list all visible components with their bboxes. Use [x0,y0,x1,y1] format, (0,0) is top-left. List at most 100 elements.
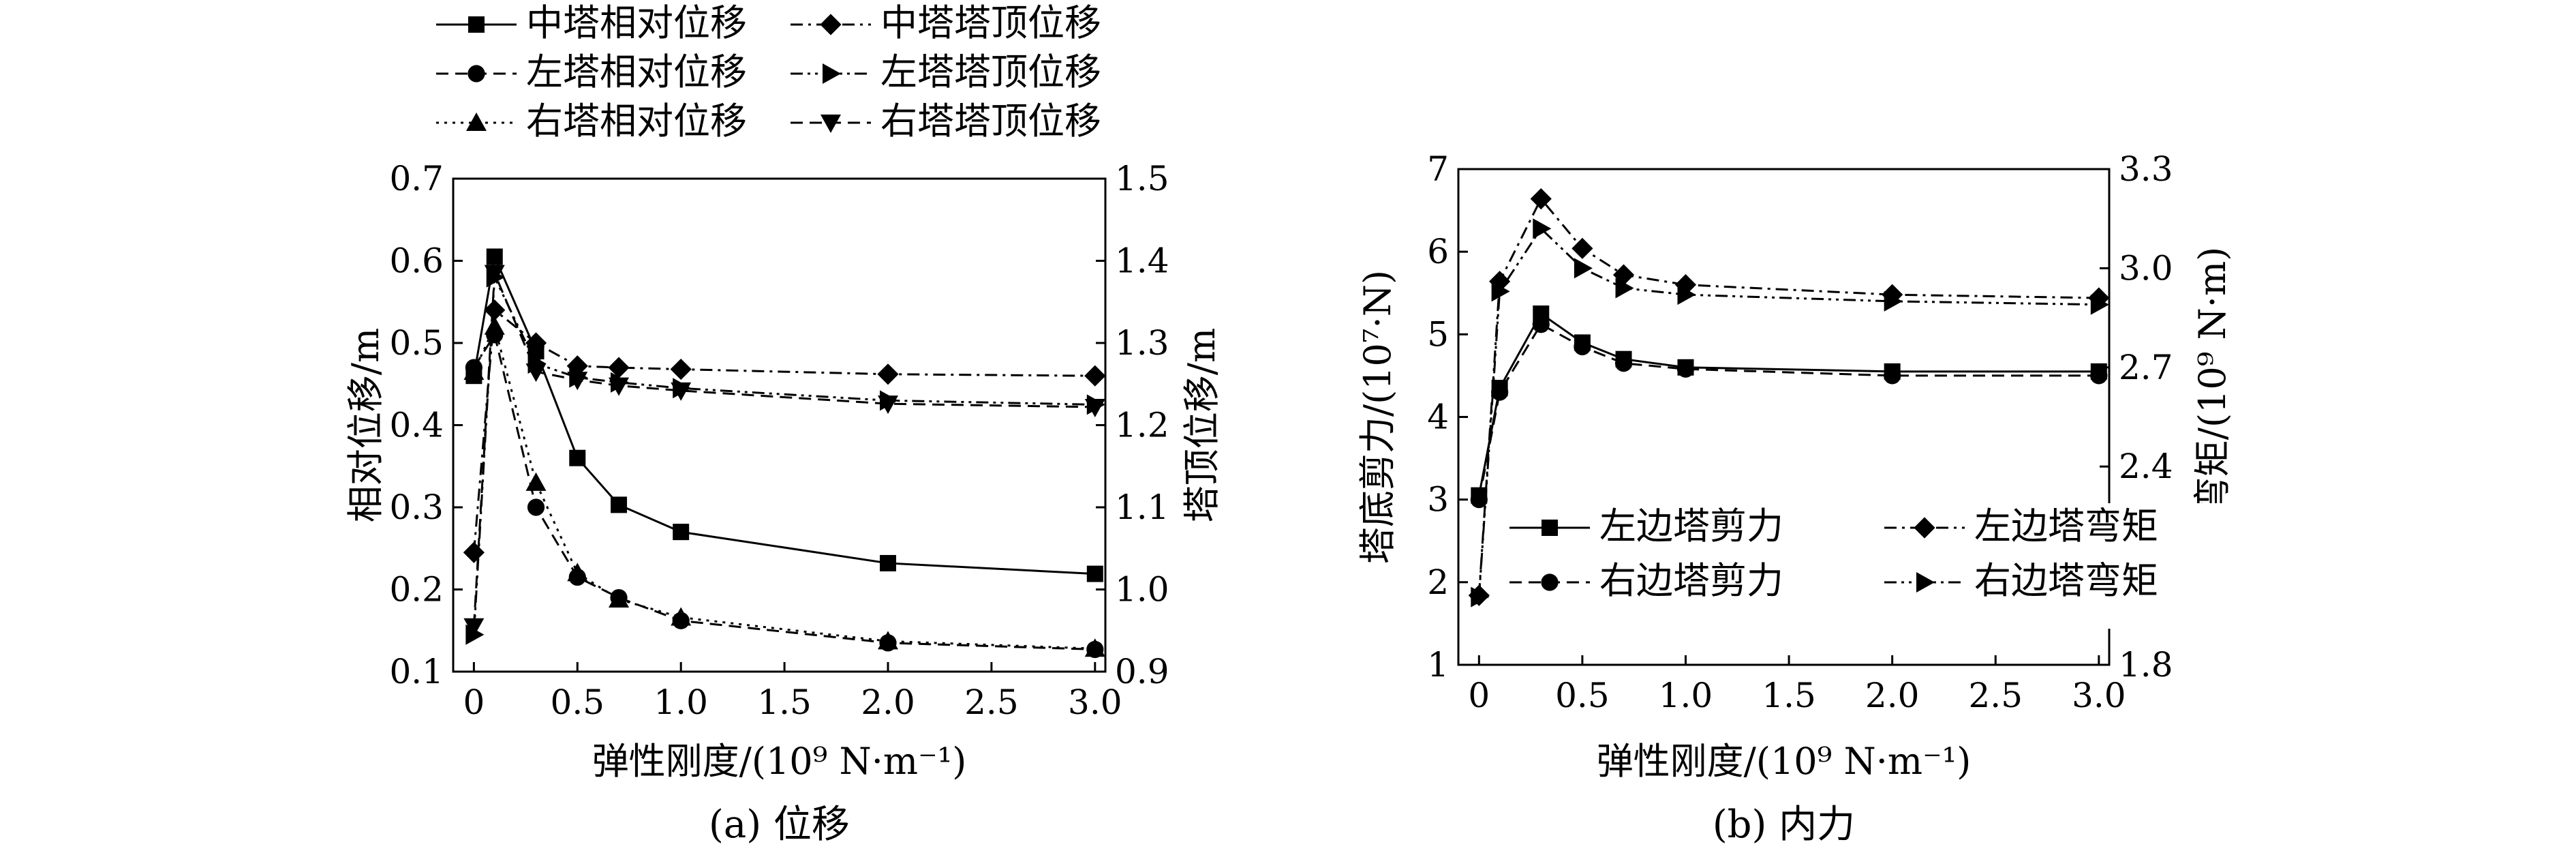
data-point [1084,638,1105,657]
data-point [611,496,628,513]
data-point [1084,365,1106,387]
data-point [1470,491,1488,509]
x-tick-label: 2.5 [964,683,1019,722]
data-point [1884,290,1903,312]
data-point [671,607,692,626]
data-point [608,357,630,378]
data-point [1614,355,1633,372]
y-tick-label: 0.4 [389,406,444,445]
y-tick-label: 0.7 [389,159,444,198]
x-tick-label: 2.0 [1865,676,1920,715]
legend-marker [1541,573,1559,591]
series-line [472,253,1095,575]
data-point [1677,284,1696,305]
data-point [484,299,506,321]
y2-tick-label: 3.3 [2119,149,2173,189]
data-point [2090,367,2108,385]
plot-frame [452,177,1107,673]
x-tick-label: 0 [1468,676,1490,715]
data-point [527,498,545,516]
y-axis-ticks: 1 2 3 4 5 6 7 [1427,149,1468,685]
x-tick-label: 1.0 [1659,676,1713,715]
y-tick-label: 0.1 [389,652,444,691]
chart-internal-force: 00.51.01.52.02.53.012345671.82.12.42.73.… [1356,149,2252,847]
y-axis-ticks: 0.1 0.2 0.3 0.4 0.5 0.6 0.7 [389,159,463,691]
legend-item: 中塔塔顶位移 [791,1,1101,44]
series-2 [463,316,1105,657]
data-point [878,631,898,650]
data-point [1615,278,1634,299]
x-tick-label: 0 [463,683,485,722]
x-tick-label: 0.5 [551,683,605,722]
series-1 [1470,316,2108,509]
x-axis-label: 弹性刚度/(10⁹ N·m⁻¹) [1597,740,1972,783]
y-tick-label: 7 [1427,149,1449,189]
data-point [670,358,692,380]
data-point [463,541,485,563]
legend-item: 右边塔弯矩 [1884,559,2158,602]
chart-displacement: 0 0.5 1.0 1.5 2.0 2.5 3.0 0.1 0.2 0.3 0.4 0.5 0.6 0.7… [344,1,1223,847]
data-point [1676,360,1695,378]
data-point [1471,586,1490,608]
legend-marker [467,65,485,83]
y-axis-label: 相对位移/m [344,328,387,522]
series-line [472,273,1095,635]
legend-label: 中塔相对位移 [526,1,747,44]
y-tick-label: 1 [1427,645,1449,685]
series-3 [1471,218,2109,608]
x-tick-label: 0.5 [1555,676,1610,715]
data-point [1533,218,1552,239]
y-tick-label: 4 [1427,398,1449,437]
data-point [566,355,588,377]
legend-item: 左边塔弯矩 [1884,505,2158,548]
y2-tick-label: 3.0 [2119,248,2173,288]
y2-tick-label: 1.0 [1115,570,1169,610]
legend-label: 右塔相对位移 [526,100,747,143]
data-point [486,248,503,265]
series-4 [465,267,1105,645]
legend-item: 右边塔剪力 [1509,559,1783,602]
x-tick-label: 2.5 [1968,676,2023,715]
series-line [472,272,1095,627]
legend-marker [820,14,842,35]
y-tick-label: 6 [1427,232,1449,271]
y-tick-label: 0.3 [389,488,444,527]
legend-label: 中塔塔顶位移 [880,1,1101,44]
series-line [1477,323,2099,500]
x-tick-label: 1.5 [757,683,812,722]
legend-background [1496,503,2252,629]
legend-item: 左边塔剪力 [1509,505,1783,548]
legend-label: 左塔塔顶位移 [880,50,1101,93]
x-tick-label: 1.5 [1762,676,1816,715]
x-tick-label: 3.0 [2072,676,2126,715]
legend-marker [823,63,841,84]
data-point [567,372,588,391]
chart-caption: (b) 内力 [1713,803,1855,847]
data-point [877,363,899,385]
y-tick-label: 0.2 [389,570,444,610]
series-5 [463,265,1105,637]
data-point [1086,565,1103,582]
data-point [880,554,896,571]
y2-tick-label: 2.7 [2119,348,2173,387]
data-point [525,363,547,383]
legend-label: 右塔塔顶位移 [880,100,1101,143]
data-point [673,524,690,541]
y-axis-label: 塔底剪力/(10⁷·N) [1356,270,1399,564]
x-tick-label: 2.0 [861,683,915,722]
data-point [463,361,485,380]
y2-tick-label: 1.8 [2119,645,2173,685]
series-0 [1471,305,2107,504]
data-point [569,449,586,466]
legend-label: 右边塔弯矩 [1974,559,2158,602]
legend-marker [1914,517,1935,539]
y-tick-label: 0.6 [389,241,444,281]
data-point [1530,188,1552,210]
series-3 [463,299,1106,563]
data-point [609,588,630,608]
data-point [1884,367,1901,385]
data-point [484,316,505,335]
data-point [1084,398,1105,417]
data-point [878,395,898,415]
